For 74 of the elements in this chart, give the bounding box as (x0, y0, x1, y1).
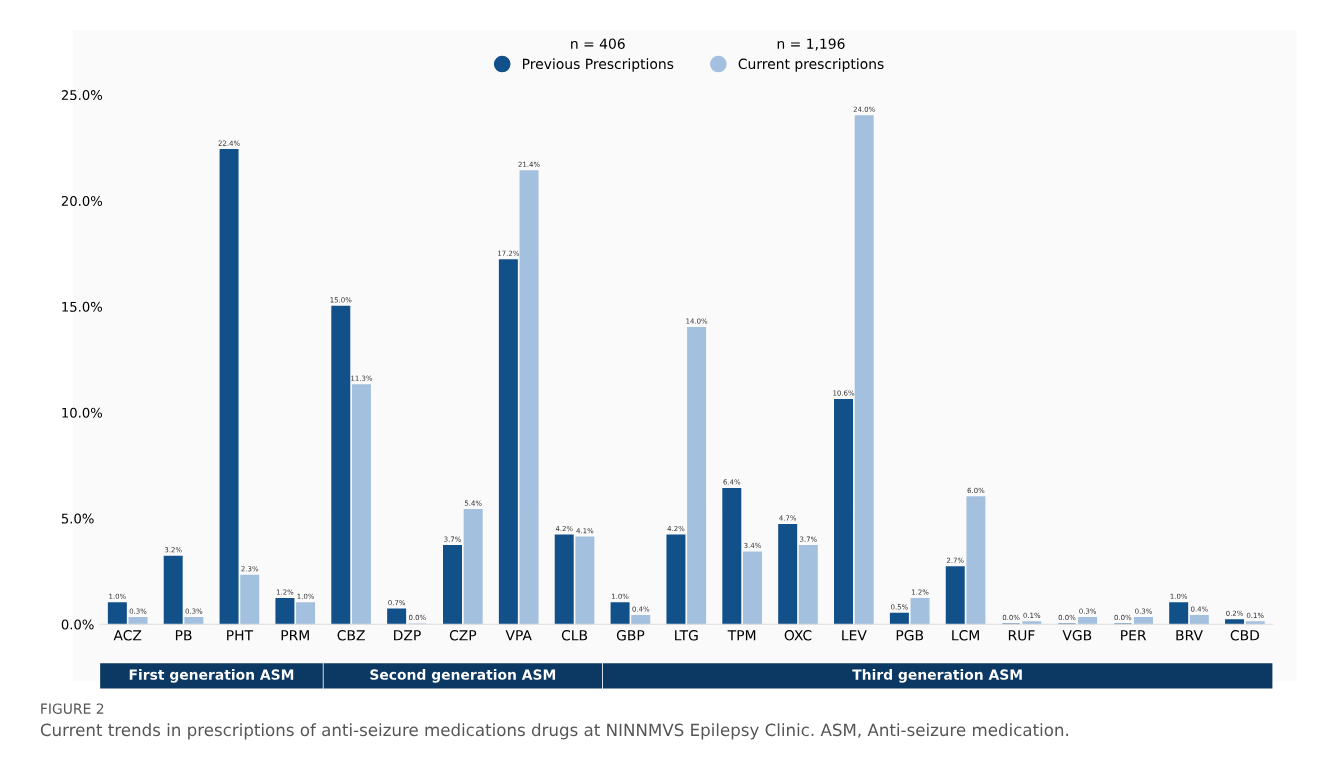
text: First generation ASM (129, 669, 294, 683)
x-tick-label: PRM (281, 630, 309, 641)
x-tick-label: ACZ (113, 630, 142, 641)
bar (296, 602, 316, 625)
y-tick-label: 10.0% (62, 407, 103, 418)
y-tick-label: 15.0% (62, 301, 103, 312)
bar (1245, 621, 1265, 625)
x-tick-label: LEV (842, 630, 867, 641)
x-tick-label: BRV (1176, 630, 1203, 641)
bar (1189, 614, 1209, 625)
bar (219, 149, 239, 625)
x-tick-label: LTG (675, 630, 698, 641)
bar (443, 545, 462, 625)
bar (610, 602, 630, 625)
bar (351, 384, 371, 625)
caption: FIGURE 2 (41, 703, 104, 714)
bar (945, 566, 965, 625)
text: Second generation ASM (370, 669, 556, 683)
bar (1225, 619, 1245, 625)
bar (742, 551, 762, 625)
bar (722, 487, 742, 625)
x-tick-label: DZP (394, 630, 421, 641)
bar (1169, 602, 1189, 625)
bar (275, 597, 295, 625)
x-tick-label: PER (1121, 630, 1147, 641)
legend-label: Current prescriptions (738, 58, 884, 72)
bar (687, 326, 707, 625)
x-tick-label: PB (175, 630, 192, 641)
x-tick-label: VGB (1062, 630, 1092, 641)
x-tick-label: LCM (952, 630, 979, 641)
bar (889, 612, 909, 625)
x-tick-label: GBP (616, 630, 645, 641)
bar (554, 534, 574, 625)
bar (1078, 617, 1098, 625)
bar (910, 597, 930, 625)
bar (798, 545, 818, 625)
x-tick-label: PGB (896, 630, 924, 641)
legend-label: Previous Prescriptions (523, 58, 674, 72)
bar (631, 614, 651, 625)
x-tick-label: CBZ (337, 630, 365, 641)
text: Third generation ASM (852, 669, 1022, 683)
bar (1134, 617, 1153, 625)
x-tick-label: CLB (561, 630, 588, 641)
x-tick-label: RUF (1008, 630, 1035, 641)
bar (854, 115, 874, 625)
x-tick-label: CBD (1230, 630, 1260, 641)
bar (498, 259, 518, 625)
text: n = 406 (571, 38, 625, 49)
bar (1022, 621, 1042, 625)
bar (778, 523, 798, 625)
y-tick-label: 0.0% (61, 619, 94, 630)
bar (519, 170, 539, 625)
bar (163, 555, 183, 625)
x-tick-label: CZP (449, 630, 477, 641)
bar (331, 305, 351, 625)
bar (184, 617, 204, 625)
text: n = 1,196 (777, 38, 845, 51)
bar (666, 534, 686, 625)
y-tick-label: 5.0% (61, 513, 94, 524)
x-tick-label: VPA (505, 630, 532, 641)
bar (966, 496, 986, 625)
bar (575, 536, 595, 625)
bar (463, 509, 483, 625)
bar (240, 574, 260, 625)
x-tick-label: OXC (784, 630, 812, 641)
bar (387, 608, 407, 625)
bar (107, 602, 127, 625)
y-tick-label: 20.0% (61, 195, 103, 206)
y-tick-label: 25.0% (61, 90, 103, 101)
text: Current trends in prescriptions of anti-seizure medications drugs at NINNMVS Epilepsy Clinic. ASM, Anti-seizure medication. (40, 723, 1068, 740)
x-tick-label: PHT (227, 630, 254, 641)
bar (128, 617, 148, 625)
x-tick-label: TPM (727, 630, 756, 641)
bar (834, 398, 854, 625)
